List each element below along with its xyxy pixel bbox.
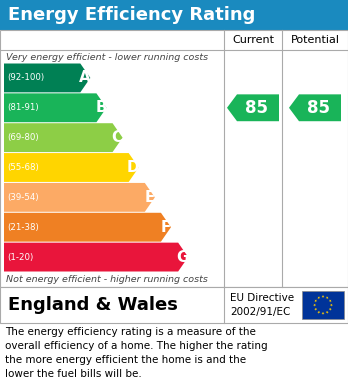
Text: Not energy efficient - higher running costs: Not energy efficient - higher running co… bbox=[6, 276, 208, 285]
Text: G: G bbox=[176, 249, 189, 265]
Text: (1-20): (1-20) bbox=[7, 253, 33, 262]
Text: 85: 85 bbox=[245, 99, 269, 117]
Polygon shape bbox=[227, 94, 279, 121]
Bar bbox=[302, 291, 344, 319]
Text: Potential: Potential bbox=[291, 35, 340, 45]
Polygon shape bbox=[4, 243, 188, 271]
Polygon shape bbox=[322, 312, 325, 315]
Text: B: B bbox=[95, 100, 107, 115]
Polygon shape bbox=[329, 300, 332, 302]
Text: England & Wales: England & Wales bbox=[8, 296, 178, 314]
Bar bbox=[0, 30, 348, 287]
Text: Current: Current bbox=[232, 35, 274, 45]
Text: (39-54): (39-54) bbox=[7, 193, 39, 202]
Polygon shape bbox=[329, 308, 332, 311]
Polygon shape bbox=[314, 308, 317, 311]
Text: Energy Efficiency Rating: Energy Efficiency Rating bbox=[8, 6, 255, 24]
Polygon shape bbox=[4, 213, 171, 242]
Text: E: E bbox=[144, 190, 155, 205]
Polygon shape bbox=[4, 153, 139, 182]
Polygon shape bbox=[313, 304, 316, 307]
Text: Very energy efficient - lower running costs: Very energy efficient - lower running co… bbox=[6, 52, 208, 61]
Text: (81-91): (81-91) bbox=[7, 103, 39, 112]
Bar bbox=[0, 287, 348, 323]
Polygon shape bbox=[289, 94, 341, 121]
Text: EU Directive
2002/91/EC: EU Directive 2002/91/EC bbox=[230, 293, 294, 317]
Polygon shape bbox=[4, 183, 155, 212]
Text: C: C bbox=[111, 130, 122, 145]
Text: (55-68): (55-68) bbox=[7, 163, 39, 172]
Polygon shape bbox=[326, 311, 329, 314]
Polygon shape bbox=[317, 296, 320, 300]
Polygon shape bbox=[330, 304, 333, 307]
Text: A: A bbox=[79, 70, 91, 85]
Text: 85: 85 bbox=[308, 99, 331, 117]
Text: The energy efficiency rating is a measure of the
overall efficiency of a home. T: The energy efficiency rating is a measur… bbox=[5, 327, 268, 379]
Polygon shape bbox=[314, 300, 317, 302]
Text: F: F bbox=[160, 220, 171, 235]
Bar bbox=[0, 0, 348, 30]
Polygon shape bbox=[4, 63, 90, 92]
Polygon shape bbox=[322, 295, 325, 298]
Polygon shape bbox=[326, 296, 329, 300]
Text: (21-38): (21-38) bbox=[7, 223, 39, 232]
Polygon shape bbox=[4, 123, 122, 152]
Text: D: D bbox=[127, 160, 140, 175]
Polygon shape bbox=[4, 93, 106, 122]
Text: (92-100): (92-100) bbox=[7, 74, 44, 83]
Polygon shape bbox=[317, 311, 320, 314]
Text: (69-80): (69-80) bbox=[7, 133, 39, 142]
